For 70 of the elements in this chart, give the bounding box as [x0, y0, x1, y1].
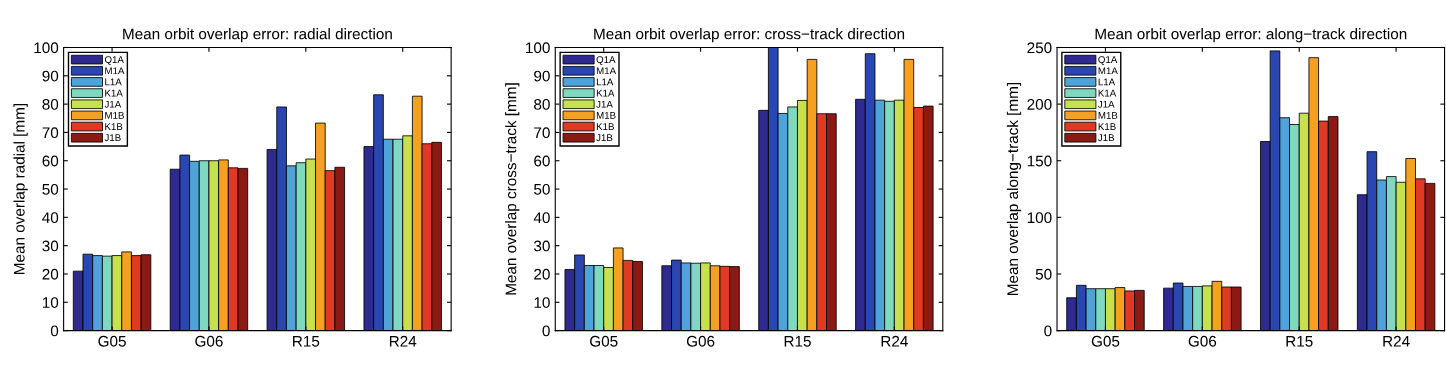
x-tick-label: R24	[881, 335, 908, 347]
x-tick-label: R15	[293, 336, 320, 347]
y-tick-label: 30	[533, 240, 550, 252]
legend-label: K1B	[105, 123, 123, 130]
y-tick-label: 250	[1027, 42, 1052, 54]
y-tick-label: 80	[42, 98, 59, 110]
y-tick-label: 50	[1035, 268, 1052, 280]
legend-label: K1B	[596, 123, 614, 130]
legend-label: J1A	[1098, 100, 1115, 108]
legend-label: K1A	[105, 89, 123, 97]
y-tick-label: 40	[533, 212, 550, 224]
y-tick-label: 70	[534, 127, 550, 139]
chart-title: Mean orbit overlap error: radial direction	[123, 28, 392, 43]
y-axis-title: Mean overlap along−track [mm]	[1006, 82, 1022, 295]
legend-label: K1B	[1098, 123, 1116, 130]
legend-label: L1A	[1098, 78, 1116, 86]
x-tick-label: G06	[686, 335, 715, 347]
y-tick-label: 200	[1027, 98, 1052, 110]
y-tick-label: 70	[42, 127, 59, 139]
legend-label: Q1A	[596, 56, 616, 65]
legend-label: J1B	[104, 134, 121, 142]
y-tick-label: 0	[1044, 325, 1052, 337]
y-tick-label: 50	[534, 183, 550, 195]
y-tick-label: 30	[42, 240, 59, 252]
legend-label: M1B	[596, 112, 616, 119]
legend-label: J1B	[596, 134, 613, 142]
legend-label: K1A	[596, 89, 615, 97]
y-tick-label: 10	[42, 297, 59, 308]
x-tick-label: G05	[1091, 335, 1120, 347]
y-tick-label: 40	[42, 212, 59, 224]
x-tick-label: R24	[389, 335, 417, 347]
x-tick-label: R15	[784, 336, 811, 347]
y-tick-label: 50	[42, 183, 59, 195]
legend-label: Q1A	[1098, 56, 1118, 65]
x-tick-label: R24	[1383, 335, 1410, 347]
y-tick-label: 20	[42, 268, 59, 280]
chart-title: Mean orbit overlap error: cross−track direction	[594, 28, 905, 43]
y-tick-label: 100	[34, 42, 59, 54]
y-tick-label: 0	[542, 325, 550, 337]
y-axis-title: Mean overlap radial [mm]	[13, 103, 28, 274]
y-tick-label: 100	[526, 42, 550, 54]
y-axis-title: Mean overlap cross−track [mm]	[505, 83, 520, 295]
legend-label: Q1A	[104, 56, 124, 65]
y-tick-label: 20	[534, 268, 550, 280]
chart-title: Mean orbit overlap error: along−track direction	[1095, 28, 1407, 43]
legend-label: M1A	[105, 67, 125, 75]
y-tick-label: 80	[534, 98, 550, 110]
y-tick-label: 150	[1027, 155, 1052, 167]
y-tick-label: 10	[534, 297, 550, 308]
legend-label: K1A	[1098, 89, 1117, 97]
legend-label: J1A	[596, 100, 613, 108]
y-tick-label: 0	[50, 325, 59, 337]
legend-label: J1B	[1098, 134, 1115, 142]
y-tick-label: 60	[534, 155, 550, 167]
legend-label: L1A	[596, 78, 614, 86]
legend-label: L1A	[105, 78, 122, 86]
legend-label: M1A	[596, 67, 617, 75]
legend-label: M1B	[1098, 112, 1118, 119]
y-tick-label: 100	[1027, 212, 1052, 224]
legend-label: J1A	[104, 100, 122, 108]
x-tick-label: G05	[98, 335, 126, 347]
legend-label: M1A	[1098, 67, 1118, 75]
legend-label: M1B	[105, 112, 124, 119]
x-tick-label: G06	[195, 335, 223, 347]
x-tick-label: R15	[1286, 336, 1313, 347]
y-tick-label: 60	[42, 155, 59, 167]
x-tick-label: G06	[1188, 335, 1217, 347]
y-tick-label: 90	[42, 70, 59, 82]
x-tick-label: G05	[590, 335, 618, 347]
y-tick-label: 90	[534, 70, 550, 82]
